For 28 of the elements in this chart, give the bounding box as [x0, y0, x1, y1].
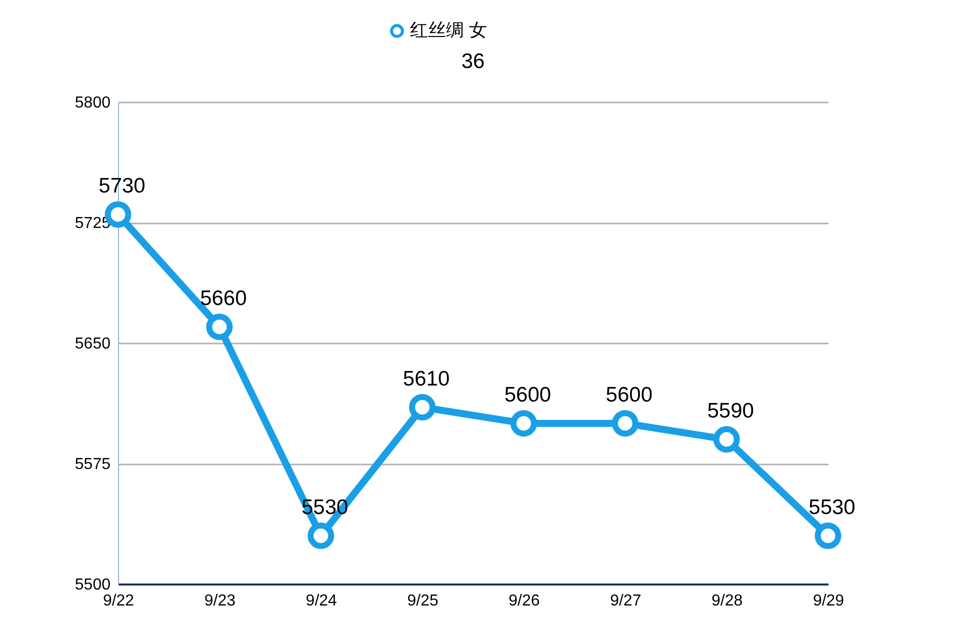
x-tick-label: 9/27	[610, 592, 642, 610]
data-label: 5600	[606, 383, 652, 406]
x-tick-label: 9/23	[204, 592, 236, 610]
x-tick-label: 9/28	[712, 592, 743, 610]
y-tick-label: 5575	[74, 456, 111, 473]
x-tick-label: 9/29	[812, 592, 844, 610]
chart-title: 36	[461, 50, 485, 73]
legend-label: 红丝绸 女	[410, 20, 488, 40]
y-tick-label: 5800	[74, 94, 111, 112]
point	[612, 410, 638, 437]
x-tick-label: 9/26	[508, 592, 540, 610]
x-tick-label: 9/24	[306, 592, 338, 610]
data-label: 5590	[707, 399, 754, 422]
y-tick-label: 5650	[74, 336, 111, 352]
point	[510, 410, 537, 437]
x-tick-label: 9/22	[102, 592, 134, 610]
point	[206, 314, 233, 340]
data-label: 5530	[808, 496, 856, 519]
data-label: 5660	[200, 286, 247, 310]
data-label: 5610	[402, 367, 450, 390]
y-tick-label: 5500	[74, 576, 111, 594]
data-label: 5730	[98, 174, 146, 198]
point	[713, 426, 740, 453]
point	[409, 394, 436, 420]
point	[814, 522, 842, 550]
x-tick-label: 9/25	[407, 592, 438, 610]
data-label: 5600	[504, 383, 552, 406]
point	[308, 522, 334, 550]
